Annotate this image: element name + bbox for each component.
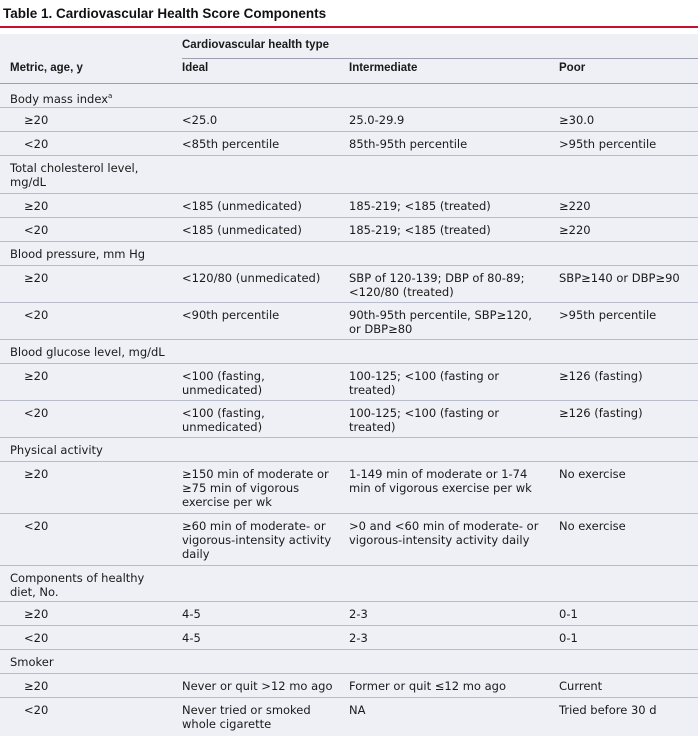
table-row: ≥20 <120/80 (unmedicated) SBP of 120-139… xyxy=(0,266,698,303)
poor-cell: >95th percentile xyxy=(559,308,657,322)
poor-cell: ≥30.0 xyxy=(559,113,595,127)
type-header-rule xyxy=(182,58,698,59)
table-row: ≥20 ≥150 min of moderate or ≥75 min of v… xyxy=(0,462,698,514)
group-row: Body mass indexa xyxy=(0,84,698,108)
type-header: Cardiovascular health type xyxy=(182,39,329,51)
age-cell: <20 xyxy=(24,631,49,645)
ideal-cell: ≥60 min of moderate- or vigorous-intensi… xyxy=(182,519,332,561)
ideal-cell: <85th percentile xyxy=(182,137,280,151)
group-label: Blood pressure, mm Hg xyxy=(10,247,146,261)
intermediate-cell: 100-125; <100 (fasting or treated) xyxy=(349,406,500,434)
table-row: ≥20 4-5 2-3 0-1 xyxy=(0,602,698,626)
poor-cell: SBP≥140 or DBP≥90 xyxy=(559,271,680,285)
ideal-cell: ≥150 min of moderate or ≥75 min of vigor… xyxy=(182,467,329,509)
intermediate-cell: 2-3 xyxy=(349,631,368,645)
poor-cell: Tried before 30 d xyxy=(559,703,657,717)
intermediate-cell: SBP of 120-139; DBP of 80-89; <120/80 (t… xyxy=(349,271,525,299)
table-row: ≥20 <100 (fasting, unmedicated) 100-125;… xyxy=(0,364,698,401)
age-cell: ≥20 xyxy=(24,679,49,693)
intermediate-cell: 90th-95th percentile, SBP≥120, or DBP≥80 xyxy=(349,308,532,336)
table-row: <20 <100 (fasting, unmedicated) 100-125;… xyxy=(0,401,698,438)
group-row: Total cholesterol level, mg/dL xyxy=(0,156,698,194)
ideal-cell: <185 (unmedicated) xyxy=(182,199,302,213)
age-cell: ≥20 xyxy=(24,467,49,481)
age-cell: ≥20 xyxy=(24,199,49,213)
ideal-cell: 4-5 xyxy=(182,631,201,645)
score-table: Cardiovascular health type Metric, age, … xyxy=(0,34,698,736)
group-label: Components of healthy diet, No. xyxy=(10,571,145,599)
ideal-cell: Never or quit >12 mo ago xyxy=(182,679,333,693)
table-row: ≥20 Never or quit >12 mo ago Former or q… xyxy=(0,674,698,698)
ideal-cell: <185 (unmedicated) xyxy=(182,223,302,237)
age-cell: <20 xyxy=(24,308,49,322)
intermediate-column-header: Intermediate xyxy=(349,62,418,74)
group-label: Smoker xyxy=(10,655,54,669)
table-row: <20 Never tried or smoked whole cigarett… xyxy=(0,698,698,736)
table-title: Table 1. Cardiovascular Health Score Com… xyxy=(3,6,327,21)
intermediate-cell: >0 and <60 min of moderate- or vigorous-… xyxy=(349,519,539,547)
table-row: <20 <90th percentile 90th-95th percentil… xyxy=(0,303,698,340)
age-cell: ≥20 xyxy=(24,271,49,285)
ideal-cell: 4-5 xyxy=(182,607,201,621)
group-label: Body mass indexa xyxy=(10,91,113,106)
age-cell: <20 xyxy=(24,519,49,533)
poor-cell: ≥220 xyxy=(559,199,591,213)
group-label: Total cholesterol level, mg/dL xyxy=(10,161,139,189)
poor-cell: ≥126 (fasting) xyxy=(559,369,643,383)
group-label: Physical activity xyxy=(10,443,103,457)
intermediate-cell: 185-219; <185 (treated) xyxy=(349,223,491,237)
intermediate-cell: 2-3 xyxy=(349,607,368,621)
intermediate-cell: 85th-95th percentile xyxy=(349,137,468,151)
title-bar: Table 1. Cardiovascular Health Score Com… xyxy=(0,0,698,28)
table-row: <20 <85th percentile 85th-95th percentil… xyxy=(0,132,698,156)
table-row: ≥20 <25.0 25.0-29.9 ≥30.0 xyxy=(0,108,698,132)
group-row: Components of healthy diet, No. xyxy=(0,566,698,602)
poor-cell: ≥126 (fasting) xyxy=(559,406,643,420)
intermediate-cell: NA xyxy=(349,703,366,717)
poor-cell: No exercise xyxy=(559,519,626,533)
table-row: <20 4-5 2-3 0-1 xyxy=(0,626,698,650)
ideal-cell: <120/80 (unmedicated) xyxy=(182,271,321,285)
ideal-cell: <90th percentile xyxy=(182,308,280,322)
age-cell: <20 xyxy=(24,406,49,420)
ideal-cell: <100 (fasting, unmedicated) xyxy=(182,369,265,397)
ideal-cell: <100 (fasting, unmedicated) xyxy=(182,406,265,434)
poor-column-header: Poor xyxy=(559,62,586,74)
intermediate-cell: 185-219; <185 (treated) xyxy=(349,199,491,213)
group-row: Blood pressure, mm Hg xyxy=(0,242,698,266)
group-row: Smoker xyxy=(0,650,698,674)
age-cell: <20 xyxy=(24,137,49,151)
age-cell: ≥20 xyxy=(24,113,49,127)
metric-column-header: Metric, age, y xyxy=(10,62,83,74)
age-cell: <20 xyxy=(24,223,49,237)
intermediate-cell: 25.0-29.9 xyxy=(349,113,405,127)
group-row: Physical activity xyxy=(0,438,698,462)
age-cell: ≥20 xyxy=(24,369,49,383)
table-row: <20 ≥60 min of moderate- or vigorous-int… xyxy=(0,514,698,566)
intermediate-cell: 1-149 min of moderate or 1-74 min of vig… xyxy=(349,467,532,495)
ideal-column-header: Ideal xyxy=(182,62,209,74)
poor-cell: 0-1 xyxy=(559,607,578,621)
poor-cell: No exercise xyxy=(559,467,626,481)
age-cell: <20 xyxy=(24,703,49,717)
footnote-marker: a xyxy=(108,92,113,100)
poor-cell: 0-1 xyxy=(559,631,578,645)
table-row: <20 <185 (unmedicated) 185-219; <185 (tr… xyxy=(0,218,698,242)
poor-cell: ≥220 xyxy=(559,223,591,237)
table-header: Cardiovascular health type Metric, age, … xyxy=(0,34,698,84)
intermediate-cell: 100-125; <100 (fasting or treated) xyxy=(349,369,500,397)
poor-cell: Current xyxy=(559,679,603,693)
intermediate-cell: Former or quit ≤12 mo ago xyxy=(349,679,506,693)
age-cell: ≥20 xyxy=(24,607,49,621)
group-label: Blood glucose level, mg/dL xyxy=(10,345,165,359)
poor-cell: >95th percentile xyxy=(559,137,657,151)
group-row: Blood glucose level, mg/dL xyxy=(0,340,698,364)
table-row: ≥20 <185 (unmedicated) 185-219; <185 (tr… xyxy=(0,194,698,218)
ideal-cell: <25.0 xyxy=(182,113,218,127)
